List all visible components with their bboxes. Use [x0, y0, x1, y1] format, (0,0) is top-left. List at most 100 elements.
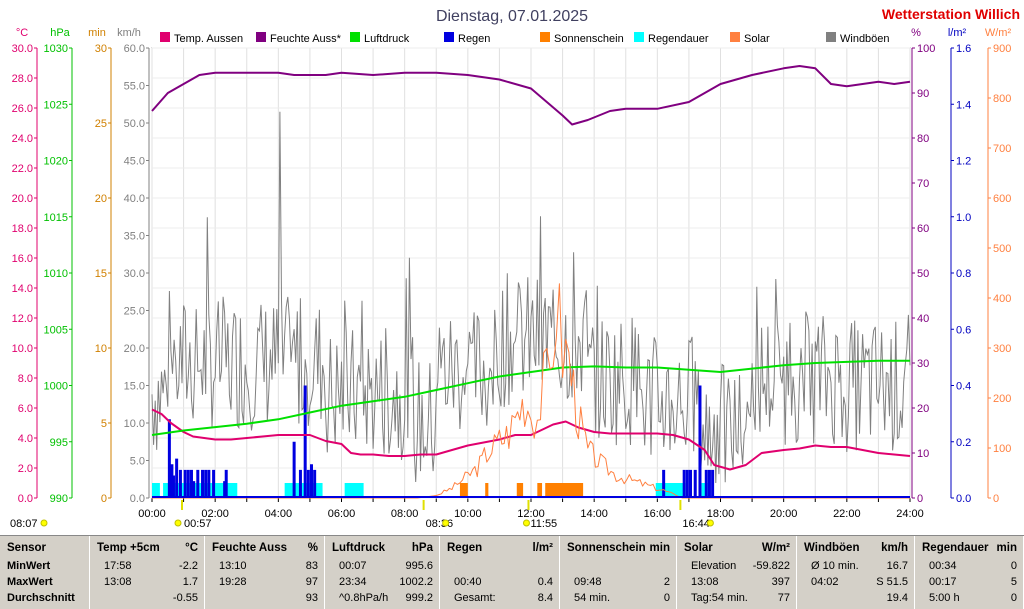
- legend-label: Regen: [458, 33, 490, 45]
- axis-tick-label-right: 700: [993, 143, 1011, 155]
- chart-title: Dienstag, 07.01.2025: [436, 8, 588, 25]
- legend-swatch: [350, 32, 360, 42]
- axis-tick-label-left: 1020: [44, 156, 68, 168]
- stats-col-6: Solar W/m² Elevation -59.822 13:08 397 Tag:54 …: [677, 536, 797, 609]
- regen-bar: [298, 469, 302, 498]
- axis-tick-label-right: 400: [993, 293, 1011, 305]
- sonnenschein-bar: [537, 483, 543, 498]
- axis-tick-label-right: 50: [917, 268, 929, 280]
- time-marker-label: 08:36: [426, 518, 454, 530]
- regen-bar: [682, 469, 686, 498]
- axis-tick-label-left: 25: [95, 118, 107, 130]
- axis-tick-label-left: 1030: [44, 43, 68, 55]
- regen-bar: [292, 441, 296, 498]
- axis-tick-label-left: 2.0: [18, 463, 33, 475]
- stats-header-unit: °C: [185, 542, 198, 554]
- axis-tick-label-right: 20: [917, 403, 929, 415]
- regen-bar: [170, 464, 174, 498]
- stats-cell-value: -59.822: [752, 560, 790, 572]
- axis-unit-right: %: [911, 27, 921, 39]
- stats-cell-value: 77: [777, 592, 790, 604]
- axis-tick-label-right: 1.2: [956, 156, 971, 168]
- regen-bar: [698, 385, 702, 498]
- regen-bar: [175, 458, 179, 498]
- axis-tick-label-left: 28.0: [12, 73, 33, 85]
- stats-row: 00:40 0.4: [440, 574, 559, 590]
- stats-col-4: Regen l/m² 00:40 0.4 Gesamt: 8.4: [440, 536, 560, 609]
- legend-label: Windböen: [840, 33, 890, 45]
- sunrise-label: 08:07: [10, 518, 38, 530]
- time-marker-label: 11:55: [530, 518, 557, 530]
- axis-tick-label-left: 1000: [44, 381, 68, 393]
- stats-cell-value: 0: [663, 592, 670, 604]
- regen-bar: [685, 469, 689, 498]
- regen-bar: [662, 469, 666, 498]
- stats-col-header: Sonnenschein min: [560, 540, 676, 556]
- regendauer-bar: [284, 483, 323, 498]
- stats-cell-label: 5:00 h: [929, 592, 960, 604]
- stats-cell-label: 13:08: [691, 576, 719, 588]
- station-name: Wetterstation Willich: [882, 6, 1020, 22]
- regen-bar: [688, 469, 692, 498]
- axis-tick-label-left: 1005: [44, 324, 68, 336]
- legend-swatch: [634, 32, 644, 42]
- regendauer-bar: [344, 483, 364, 498]
- stats-header-unit: min: [996, 542, 1017, 554]
- stats-row: Ø 10 min. 16.7: [797, 558, 914, 574]
- axis-tick-label-left: 18.0: [12, 223, 33, 235]
- stats-row: 00:17 5: [915, 574, 1023, 590]
- regen-bar: [167, 419, 171, 498]
- stats-row: [440, 558, 559, 574]
- time-markers: 08:07 00:57 08:36 11:55 16:44: [10, 500, 714, 530]
- axis-tick-label-right: 1.4: [956, 99, 971, 111]
- x-tick-label: 16:00: [644, 508, 672, 520]
- stats-row: 23:34 1002.2: [325, 574, 439, 590]
- stats-header-label: Sensor: [7, 542, 46, 554]
- axis-tick-label-left: 10.0: [124, 418, 145, 430]
- stats-col-header: Solar W/m²: [677, 540, 796, 556]
- sonnenschein-bar: [459, 483, 468, 498]
- regendauer-bar: [701, 483, 708, 498]
- axis-tick-label-right: 0.2: [956, 437, 971, 449]
- stats-cell-label: ^0.8hPa/h: [339, 592, 389, 604]
- axis-tick-label-left: 15: [95, 268, 107, 280]
- stats-col-5: Sonnenschein min 09:48 2 54 min. 0: [560, 536, 677, 609]
- axis-tick-label-left: 45.0: [124, 156, 145, 168]
- regen-bar: [707, 469, 711, 498]
- stats-row: Tag:54 min. 77: [677, 590, 796, 606]
- stats-row: 13:08 397: [677, 574, 796, 590]
- axis-unit-left: °C: [16, 27, 28, 39]
- axis-tick-label-left: 20.0: [12, 193, 33, 205]
- axis-tick-label-left: 990: [50, 493, 68, 505]
- stats-cell-label: 13:10: [219, 560, 247, 572]
- legend-swatch: [826, 32, 836, 42]
- regen-bar: [204, 469, 208, 498]
- stats-header-unit: %: [307, 542, 318, 554]
- statistics-table: Sensor MinWert MaxWert Durchschnitt Temp +5c…: [0, 535, 1024, 609]
- stats-col-8: Regendauer min 00:34 0 00:17 5 5:00 h 0: [915, 536, 1024, 609]
- stats-row: 00:07 995.6: [325, 558, 439, 574]
- stats-row: -0.55: [90, 590, 204, 606]
- stats-cell-label: Elevation: [691, 560, 737, 572]
- axis-tick-label-right: 200: [993, 393, 1011, 405]
- axis-tick-label-left: 5.0: [130, 456, 145, 468]
- windboeen-line: [151, 111, 911, 484]
- axis-unit-right: W/m²: [985, 27, 1012, 39]
- time-marker-label: 00:57: [184, 518, 212, 530]
- legend-label: Solar: [744, 33, 770, 45]
- legend-label: Regendauer: [648, 33, 709, 45]
- axis-tick-label-left: 30.0: [124, 268, 145, 280]
- axis-tick-label-left: 1010: [44, 268, 68, 280]
- x-tick-label: 10:00: [454, 508, 482, 520]
- sun-marker-icon: [40, 519, 48, 527]
- axis-tick-label-right: 1.6: [956, 43, 971, 55]
- regendauer-bar: [152, 483, 160, 498]
- regen-bar: [186, 469, 190, 498]
- stats-cell-label: Gesamt:: [454, 592, 496, 604]
- stats-cell-value: 93: [305, 592, 318, 604]
- axis-tick-label-right: 0: [917, 493, 923, 505]
- stats-col-1: Temp +5cm °C 17:58 -2.2 13:08 1.7 -0.55: [90, 536, 205, 609]
- stats-cell-value: 0: [1010, 560, 1017, 572]
- axis-tick-label-left: 40.0: [124, 193, 145, 205]
- legend: Temp. Aussen Feuchte Auss* Luftdruck Regen S…: [160, 32, 890, 45]
